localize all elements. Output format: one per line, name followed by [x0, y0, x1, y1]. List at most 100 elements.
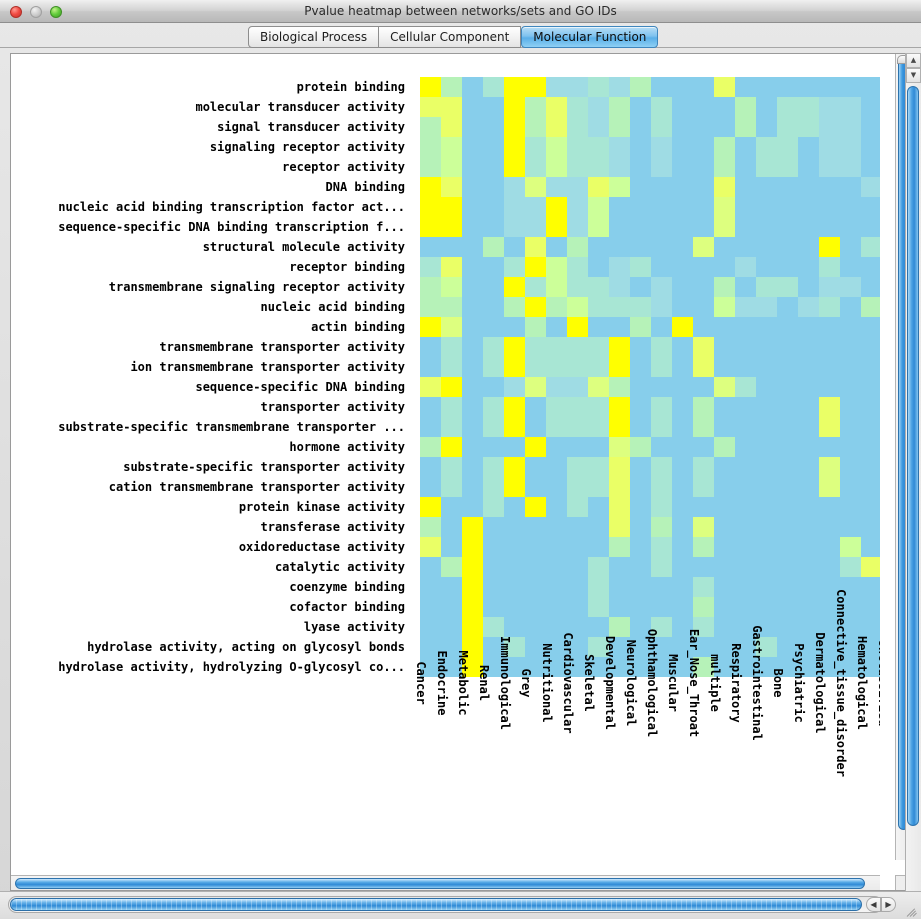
heatmap-cell[interactable] [651, 637, 672, 657]
heatmap-cell[interactable] [609, 657, 630, 677]
heatmap-cell[interactable] [756, 597, 777, 617]
heatmap-cell[interactable] [588, 497, 609, 517]
heatmap-cell[interactable] [777, 297, 798, 317]
heatmap-cell[interactable] [735, 537, 756, 557]
heatmap-cell[interactable] [798, 297, 819, 317]
heatmap-cell[interactable] [546, 277, 567, 297]
heatmap-cell[interactable] [441, 477, 462, 497]
heatmap-cell[interactable] [651, 437, 672, 457]
heatmap-cell[interactable] [483, 617, 504, 637]
heatmap-cell[interactable] [861, 617, 880, 637]
heatmap-cell[interactable] [483, 297, 504, 317]
heatmap-cell[interactable] [462, 217, 483, 237]
heatmap-cell[interactable] [462, 277, 483, 297]
heatmap-cell[interactable] [777, 597, 798, 617]
heatmap-cell[interactable] [798, 517, 819, 537]
heatmap-cell[interactable] [840, 397, 861, 417]
heatmap-cell[interactable] [609, 617, 630, 637]
heatmap-cell[interactable] [567, 457, 588, 477]
heatmap-cell[interactable] [777, 637, 798, 657]
heatmap-cell[interactable] [693, 637, 714, 657]
heatmap-cell[interactable] [672, 637, 693, 657]
heatmap-cell[interactable] [714, 477, 735, 497]
heatmap-cell[interactable] [609, 297, 630, 317]
heatmap-cell[interactable] [525, 97, 546, 117]
heatmap-cell[interactable] [420, 517, 441, 537]
heatmap-cell[interactable] [735, 417, 756, 437]
heatmap-cell[interactable] [441, 357, 462, 377]
heatmap-cell[interactable] [441, 517, 462, 537]
heatmap-cell[interactable] [672, 557, 693, 577]
heatmap-cell[interactable] [861, 317, 880, 337]
heatmap-cell[interactable] [756, 437, 777, 457]
heatmap-cell[interactable] [441, 257, 462, 277]
heatmap-cell[interactable] [651, 597, 672, 617]
heatmap-cell[interactable] [546, 177, 567, 197]
heatmap-cell[interactable] [546, 157, 567, 177]
heatmap-cell[interactable] [525, 197, 546, 217]
heatmap-cell[interactable] [462, 417, 483, 437]
heatmap-cell[interactable] [588, 517, 609, 537]
heatmap-cell[interactable] [483, 317, 504, 337]
heatmap-cell[interactable] [504, 277, 525, 297]
heatmap-cell[interactable] [462, 617, 483, 637]
heatmap-cell[interactable] [525, 117, 546, 137]
heatmap-cell[interactable] [819, 497, 840, 517]
heatmap-cell[interactable] [504, 397, 525, 417]
heatmap-cell[interactable] [777, 77, 798, 97]
heatmap-cell[interactable] [483, 137, 504, 157]
heatmap-cell[interactable] [630, 537, 651, 557]
heatmap-cell[interactable] [714, 237, 735, 257]
heatmap-cell[interactable] [861, 417, 880, 437]
heatmap-cell[interactable] [462, 337, 483, 357]
heatmap-cell[interactable] [525, 177, 546, 197]
heatmap-cell[interactable] [819, 317, 840, 337]
heatmap-cell[interactable] [420, 657, 441, 677]
heatmap-cell[interactable] [651, 397, 672, 417]
heatmap-cell[interactable] [525, 657, 546, 677]
heatmap-cell[interactable] [462, 257, 483, 277]
heatmap-cell[interactable] [420, 97, 441, 117]
heatmap-cell[interactable] [819, 177, 840, 197]
heatmap-cell[interactable] [588, 77, 609, 97]
heatmap-cell[interactable] [630, 237, 651, 257]
heatmap-cell[interactable] [651, 497, 672, 517]
heatmap-cell[interactable] [777, 537, 798, 557]
heatmap-cell[interactable] [441, 317, 462, 337]
heatmap-cell[interactable] [840, 617, 861, 637]
heatmap-cell[interactable] [588, 377, 609, 397]
heatmap-cell[interactable] [651, 77, 672, 97]
heatmap-cell[interactable] [483, 257, 504, 277]
heatmap-cell[interactable] [714, 317, 735, 337]
heatmap-cell[interactable] [756, 317, 777, 337]
heatmap-cell[interactable] [693, 537, 714, 557]
heatmap-cell[interactable] [546, 97, 567, 117]
heatmap-cell[interactable] [567, 617, 588, 637]
heatmap-cell[interactable] [714, 497, 735, 517]
heatmap-cell[interactable] [714, 277, 735, 297]
heatmap-cell[interactable] [777, 257, 798, 277]
heatmap-cell[interactable] [672, 477, 693, 497]
heatmap-cell[interactable] [588, 197, 609, 217]
heatmap-cell[interactable] [693, 177, 714, 197]
heatmap-cell[interactable] [504, 417, 525, 437]
heatmap-cell[interactable] [630, 157, 651, 177]
heatmap-cell[interactable] [462, 537, 483, 557]
heatmap-cell[interactable] [462, 377, 483, 397]
heatmap-cell[interactable] [609, 97, 630, 117]
heatmap-cell[interactable] [714, 257, 735, 277]
heatmap-cell[interactable] [630, 137, 651, 157]
heatmap-cell[interactable] [546, 657, 567, 677]
heatmap-cell[interactable] [840, 497, 861, 517]
heatmap-cell[interactable] [840, 137, 861, 157]
heatmap-cell[interactable] [714, 517, 735, 537]
heatmap-cell[interactable] [567, 317, 588, 337]
heatmap-cell[interactable] [861, 117, 880, 137]
heatmap-cell[interactable] [504, 657, 525, 677]
heatmap-cell[interactable] [798, 417, 819, 437]
heatmap-cell[interactable] [609, 557, 630, 577]
heatmap-cell[interactable] [861, 357, 880, 377]
heatmap-cell[interactable] [504, 297, 525, 317]
heatmap-cell[interactable] [651, 557, 672, 577]
resize-grip-icon[interactable] [905, 904, 919, 918]
